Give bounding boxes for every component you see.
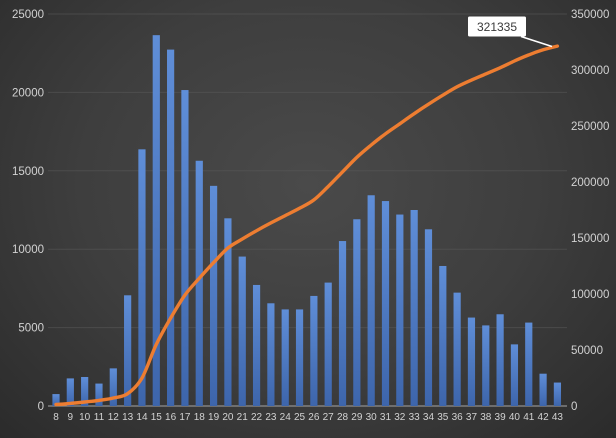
bar-week-29[interactable]	[353, 219, 361, 406]
bar-week-39[interactable]	[496, 314, 504, 406]
x-axis-tick-34: 34	[423, 412, 435, 423]
x-axis-tick-40: 40	[509, 412, 521, 423]
bar-week-16[interactable]	[167, 49, 175, 407]
x-axis-tick-29: 29	[351, 412, 363, 423]
data-label-callout[interactable]: 321335	[468, 16, 553, 48]
x-axis-tick-39: 39	[495, 412, 507, 423]
left-axis-tick-25000: 25000	[12, 9, 44, 21]
right-axis-tick-250000: 250000	[571, 121, 609, 133]
x-axis-tick-10: 10	[79, 412, 91, 423]
bar-week-34[interactable]	[424, 229, 433, 406]
callout-value: 321335	[477, 20, 517, 34]
bar-week-36[interactable]	[453, 292, 461, 406]
x-axis-tick-35: 35	[437, 412, 449, 423]
callout-leader-line	[520, 35, 553, 48]
bar-week-14[interactable]	[138, 149, 146, 406]
bar-week-25[interactable]	[295, 309, 304, 406]
x-axis-tick-23: 23	[265, 412, 277, 423]
bar-week-26[interactable]	[310, 295, 318, 406]
bar-week-18[interactable]	[195, 160, 203, 406]
x-axis-tick-17: 17	[179, 412, 191, 423]
left-axis-tick-0: 0	[38, 401, 44, 413]
bar-week-42[interactable]	[539, 373, 547, 406]
x-axis-tick-13: 13	[122, 412, 134, 423]
left-axis-tick-15000: 15000	[12, 166, 44, 178]
left-axis-tick-5000: 5000	[18, 323, 44, 335]
right-axis-tick-150000: 150000	[571, 233, 609, 245]
x-axis-tick-27: 27	[323, 412, 335, 423]
bar-week-40[interactable]	[510, 344, 519, 406]
bar-week-31[interactable]	[381, 201, 390, 406]
callout-box[interactable]	[468, 16, 526, 37]
bar-week-24[interactable]	[281, 309, 289, 406]
x-axis-tick-26: 26	[308, 412, 320, 423]
x-axis-tick-36: 36	[452, 412, 464, 423]
x-axis-tick-41: 41	[523, 412, 535, 423]
bar-week-17[interactable]	[181, 90, 189, 406]
bar-week-27[interactable]	[324, 282, 332, 406]
x-axis-tick-11: 11	[94, 412, 105, 423]
bar-series[interactable]	[52, 35, 562, 407]
bar-week-23[interactable]	[267, 303, 275, 406]
x-axis-labels: 8 9 10 11 12 13 14 15 16 17 18 19 20 21 22 23 24 25 26 27 28…	[53, 412, 563, 423]
right-axis-tick-100000: 100000	[571, 289, 609, 301]
right-axis-tick-0: 0	[571, 401, 577, 413]
bar-week-9[interactable]	[66, 378, 74, 406]
x-axis-tick-14: 14	[136, 412, 148, 423]
left-axis-labels: 0 5000 10000 15000 20000 25000	[12, 9, 44, 413]
x-axis-tick-43: 43	[552, 412, 564, 423]
left-axis-tick-20000: 20000	[12, 87, 44, 99]
x-axis-tick-19: 19	[208, 412, 220, 423]
x-axis-tick-9: 9	[68, 412, 74, 423]
x-axis-tick-28: 28	[337, 412, 349, 423]
bar-week-28[interactable]	[338, 241, 347, 406]
x-axis-tick-22: 22	[251, 412, 263, 423]
bar-week-33[interactable]	[410, 210, 418, 406]
left-axis-tick-10000: 10000	[12, 244, 44, 256]
bar-week-12[interactable]	[109, 368, 117, 406]
bar-week-22[interactable]	[252, 284, 261, 406]
right-axis-labels: 0 50000 100000 150000 200000 250000 300000 3500…	[571, 9, 609, 413]
bar-week-32[interactable]	[396, 214, 404, 406]
bar-week-11[interactable]	[95, 383, 103, 406]
bar-week-21[interactable]	[238, 256, 246, 406]
bar-week-30[interactable]	[367, 195, 375, 406]
line-series[interactable]	[54, 44, 560, 407]
right-axis-tick-200000: 200000	[571, 177, 609, 189]
bar-week-41[interactable]	[525, 322, 533, 406]
right-axis-tick-350000: 350000	[571, 9, 609, 21]
x-axis-tick-15: 15	[151, 412, 163, 423]
bar-week-20[interactable]	[224, 218, 232, 406]
right-axis-tick-300000: 300000	[571, 65, 609, 77]
x-axis-tick-8: 8	[53, 412, 59, 423]
x-axis-tick-20: 20	[222, 412, 234, 423]
x-axis-tick-24: 24	[280, 412, 292, 423]
bar-week-38[interactable]	[482, 325, 490, 406]
bar-week-13[interactable]	[124, 295, 132, 406]
cumulative-line[interactable]	[54, 44, 560, 407]
x-axis-tick-31: 31	[380, 412, 392, 423]
x-axis-tick-30: 30	[366, 412, 378, 423]
bar-week-15[interactable]	[152, 35, 160, 406]
right-axis-tick-50000: 50000	[571, 345, 603, 357]
x-axis-tick-38: 38	[480, 412, 492, 423]
bar-week-37[interactable]	[467, 317, 476, 406]
bar-week-43[interactable]	[553, 382, 562, 406]
x-axis-tick-37: 37	[466, 412, 478, 423]
x-axis-tick-25: 25	[294, 412, 306, 423]
x-axis-tick-21: 21	[237, 412, 249, 423]
bar-week-35[interactable]	[439, 265, 447, 406]
x-axis-tick-12: 12	[108, 412, 120, 423]
x-axis-tick-33: 33	[409, 412, 421, 423]
x-axis-tick-18: 18	[194, 412, 206, 423]
x-axis-tick-42: 42	[538, 412, 550, 423]
gridlines	[48, 13, 567, 329]
x-axis-tick-16: 16	[165, 412, 177, 423]
bar-week-10[interactable]	[81, 376, 89, 406]
bar-week-19[interactable]	[209, 185, 218, 406]
x-axis-tick-32: 32	[394, 412, 406, 423]
bar-week-8[interactable]	[52, 394, 60, 406]
